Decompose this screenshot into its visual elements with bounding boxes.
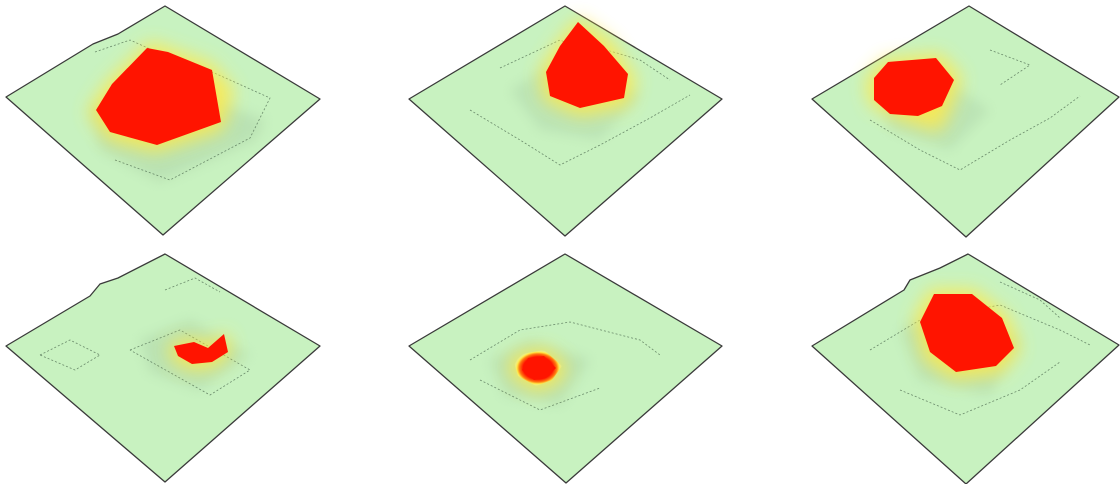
building-footprint xyxy=(999,281,1061,319)
heat-hotspot xyxy=(174,334,228,364)
building-footprint xyxy=(499,39,621,81)
building-footprint xyxy=(39,339,101,371)
panel-5 xyxy=(408,253,723,484)
heat-hotspot-core xyxy=(522,356,556,380)
heat-hotspot xyxy=(874,58,954,116)
building-footprint xyxy=(479,379,601,411)
panel-1 xyxy=(5,5,321,236)
panel-4 xyxy=(5,253,321,483)
building-footprint xyxy=(469,321,661,361)
building-footprint xyxy=(164,277,221,293)
heat-hotspot xyxy=(546,22,628,108)
building-footprint xyxy=(899,361,1061,416)
heat-hotspot xyxy=(920,294,1014,372)
panel-6 xyxy=(811,253,1120,484)
building-footprint xyxy=(869,95,1081,171)
panel-2 xyxy=(408,5,723,237)
building-footprint xyxy=(129,329,251,396)
building-footprint xyxy=(469,94,691,166)
heat-hotspot xyxy=(96,48,221,145)
building-footprint xyxy=(94,39,171,59)
panel-3 xyxy=(811,5,1120,238)
